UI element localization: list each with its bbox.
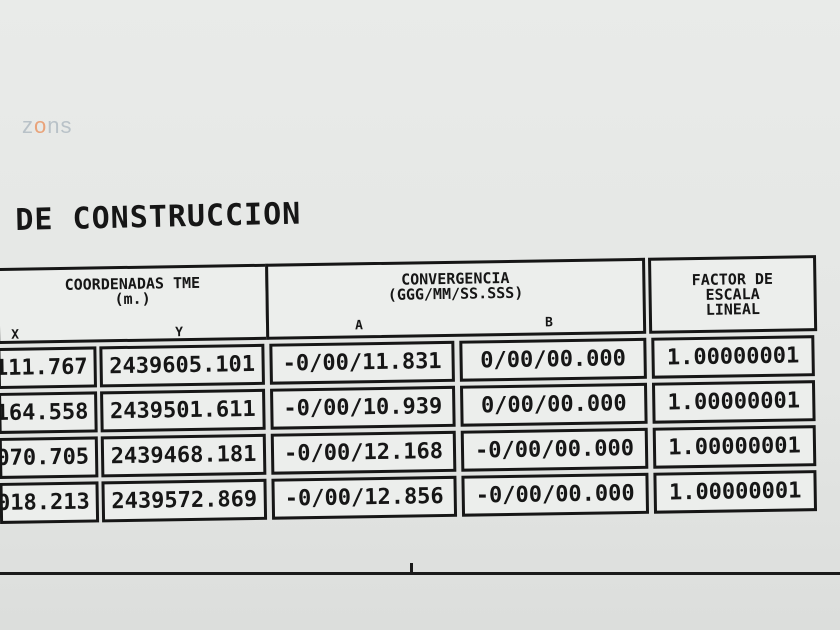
- table-cell-a: -0/00/12.856: [271, 475, 458, 520]
- divider-tick: [410, 563, 413, 573]
- table-cell-f: 1.00000001: [652, 425, 817, 469]
- table-cell-y: 2439501.611: [100, 388, 266, 433]
- construction-table: COORDENADAS TME (m.) X Y CONVERGENCIA (G…: [0, 249, 822, 527]
- header-y: Y: [175, 325, 184, 341]
- table-cell-x: 070.705: [0, 436, 99, 479]
- header-x: X: [11, 327, 20, 343]
- watermark-logo: zons: [22, 113, 73, 139]
- header-coordinates: COORDENADAS TME (m.): [0, 263, 270, 344]
- header-label: LINEAL: [705, 299, 761, 319]
- table-cell-f: 1.00000001: [651, 335, 815, 379]
- watermark-text: z: [22, 113, 34, 138]
- watermark-text: o: [34, 113, 48, 138]
- table-cell-y: 2439572.869: [101, 478, 268, 523]
- table-cell-b: -0/00/00.000: [460, 427, 649, 472]
- header-factor: FACTOR DE ESCALA LINEAL: [648, 255, 818, 334]
- header-unit: (m.): [114, 289, 151, 309]
- header-convergencia: CONVERGENCIA (GGG/MM/SS.SSS): [265, 257, 647, 340]
- table-cell-x: 018.213: [0, 481, 100, 524]
- table-cell-a: -0/00/10.939: [270, 385, 456, 430]
- table-cell-y: 2439468.181: [100, 433, 267, 478]
- table-cell-f: 1.00000001: [653, 470, 818, 514]
- table-cell-y: 2439605.101: [99, 343, 265, 388]
- table-cell-f: 1.00000001: [651, 380, 816, 424]
- table-cell-b: 0/00/00.000: [459, 337, 647, 382]
- watermark-text: ns: [47, 113, 73, 138]
- header-b: B: [544, 315, 553, 331]
- table-cell-a: -0/00/11.831: [269, 340, 455, 385]
- header-a: A: [354, 318, 363, 334]
- divider-line: [0, 572, 840, 575]
- table-cell-a: -0/00/12.168: [270, 430, 457, 475]
- table-cell-x: 164.558: [0, 391, 98, 434]
- header-format: (GGG/MM/SS.SSS): [387, 283, 524, 304]
- table-cell-x: 111.767: [0, 346, 97, 389]
- section-title: DE CONSTRUCCION: [15, 196, 302, 238]
- table-cell-b: 0/00/00.000: [460, 382, 648, 427]
- table-cell-b: -0/00/00.000: [461, 472, 650, 517]
